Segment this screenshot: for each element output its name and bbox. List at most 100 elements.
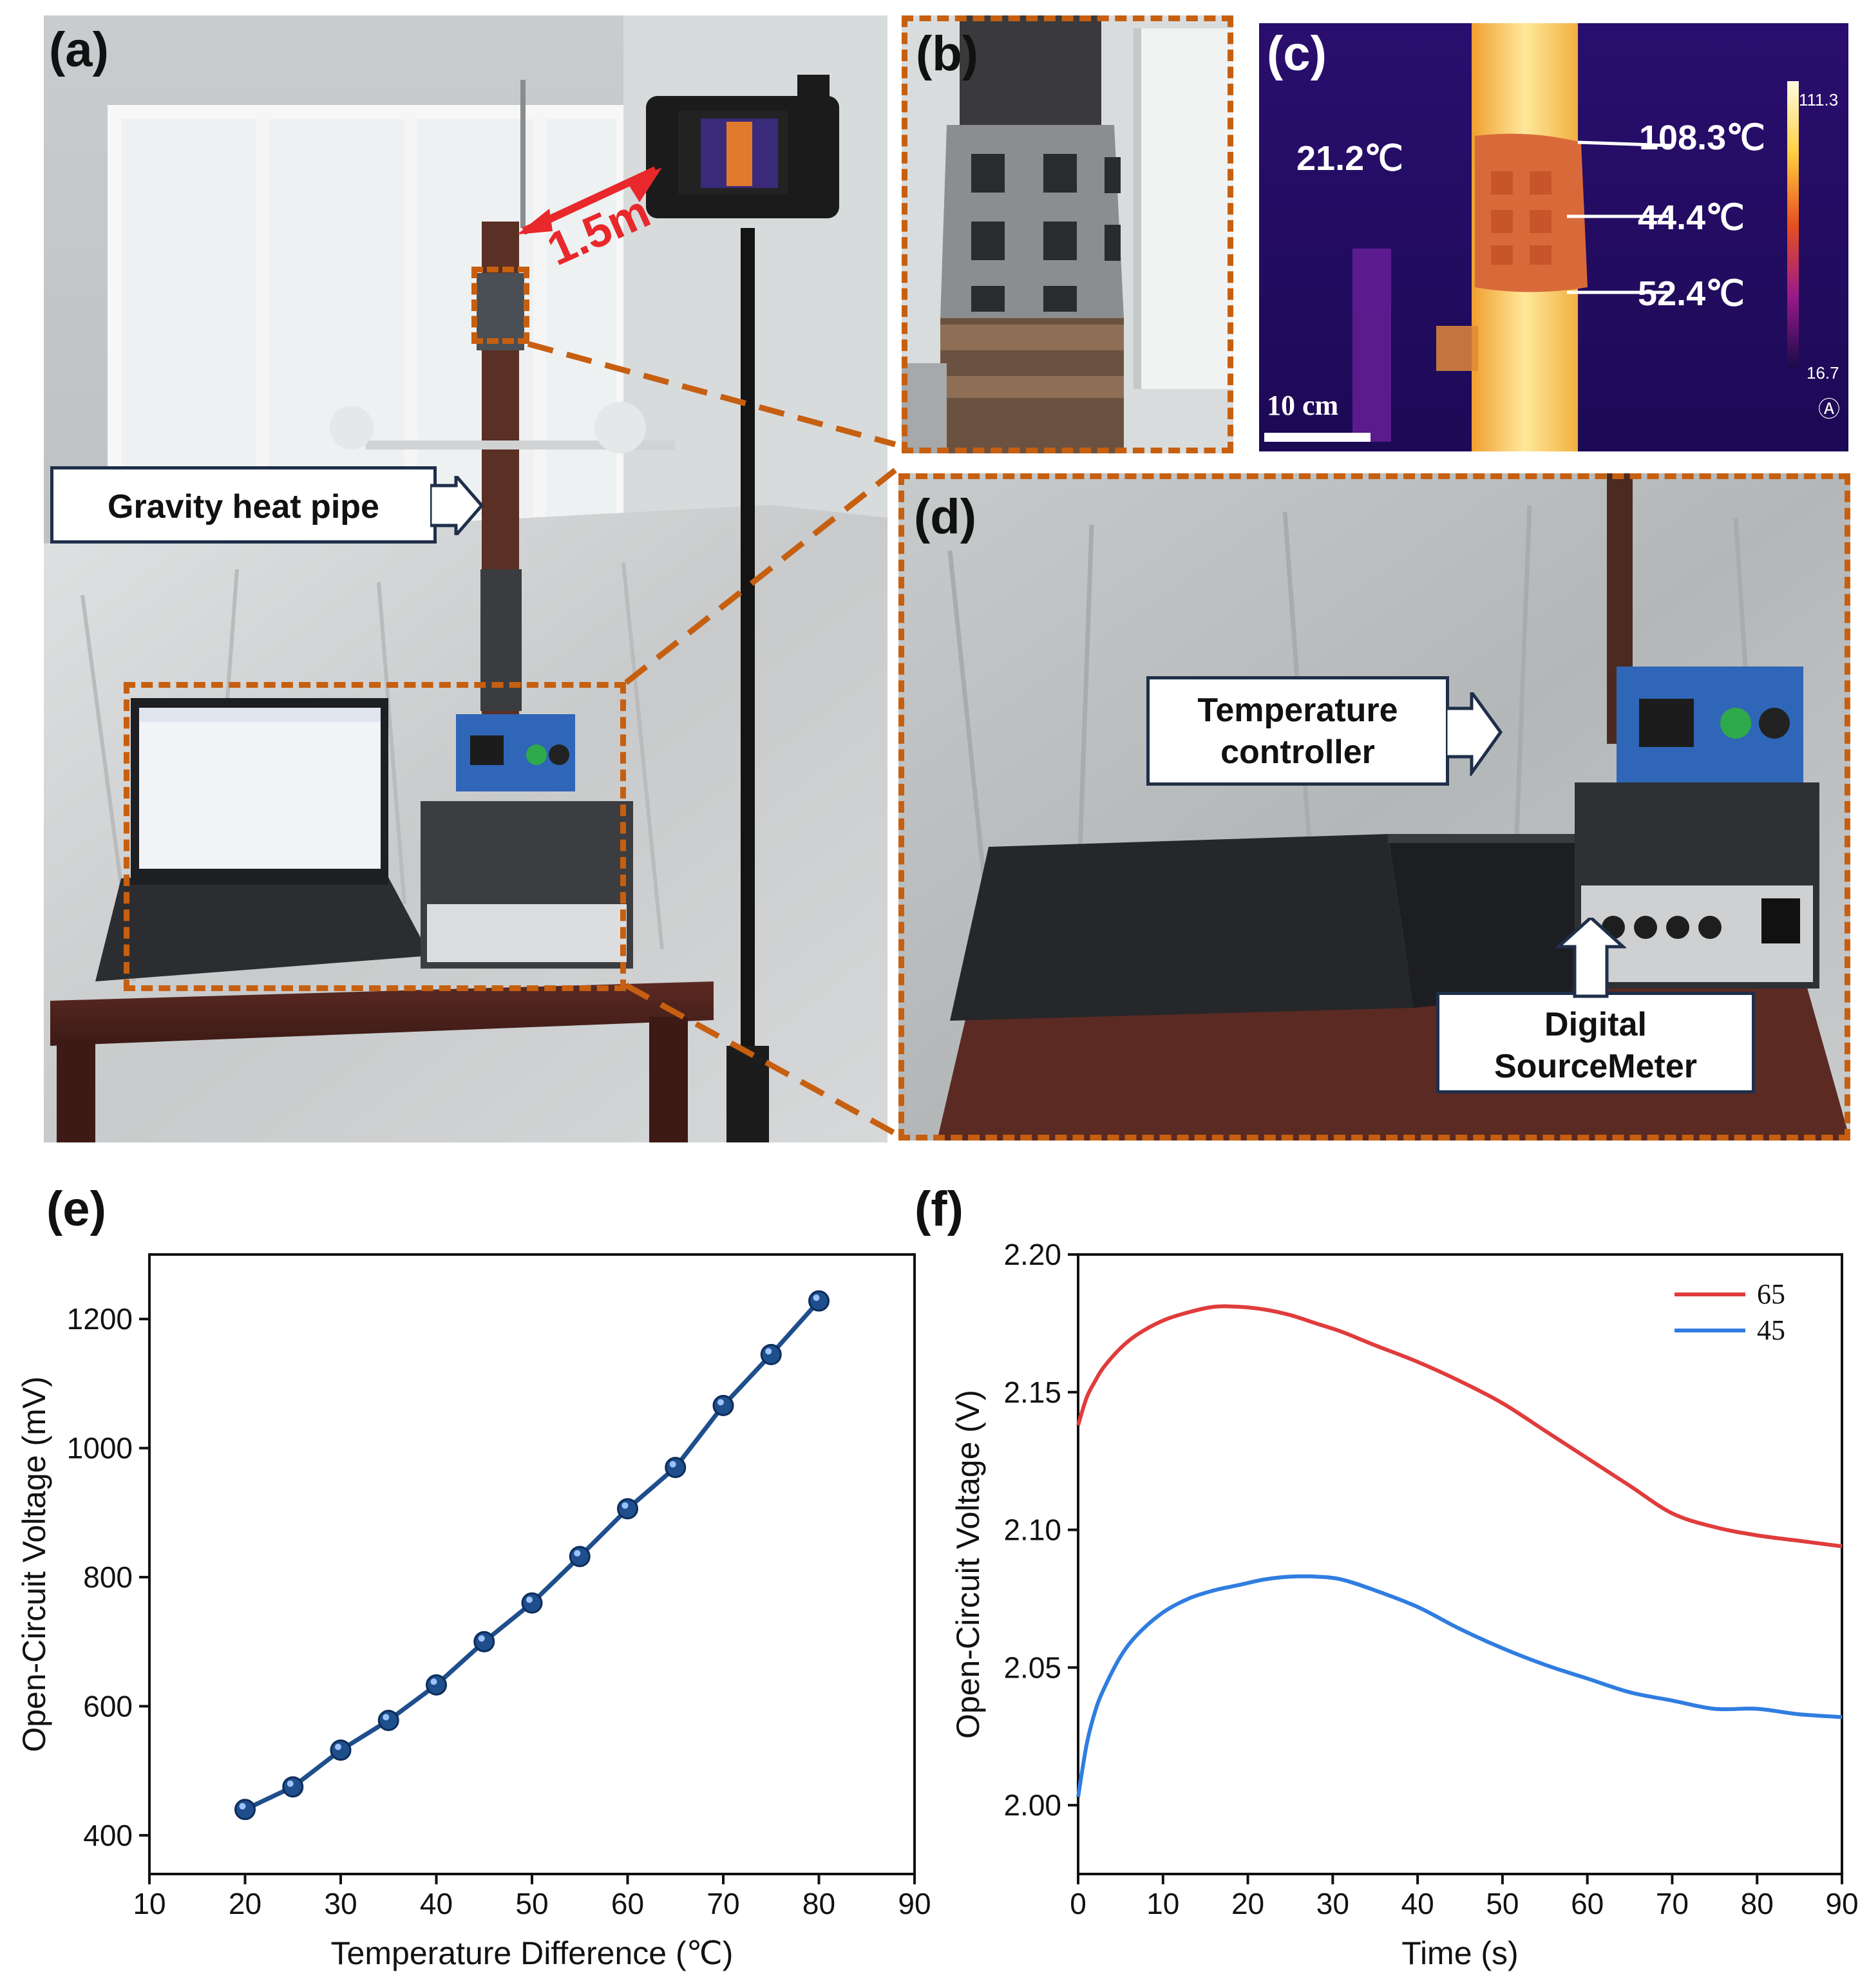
data-point-highlight <box>239 1803 246 1810</box>
panel-label-a: (a) <box>49 23 109 77</box>
panel-d-frame <box>898 473 1850 1141</box>
data-point <box>808 1290 830 1312</box>
x-axis-label: Temperature Difference (℃) <box>331 1935 734 1971</box>
x-tick-label: 10 <box>1146 1887 1179 1920</box>
x-tick-label: 90 <box>898 1887 931 1920</box>
data-point <box>377 1710 399 1732</box>
color-scale-max-label: 111.3 <box>1799 90 1839 109</box>
data-point-highlight <box>765 1348 772 1355</box>
x-tick-label: 90 <box>1825 1887 1858 1920</box>
x-tick-label: 20 <box>1231 1887 1264 1920</box>
x-tick-label: 60 <box>611 1887 644 1920</box>
heat-pipe-zoom-box <box>471 267 529 344</box>
data-point <box>617 1498 638 1520</box>
sourcemeter-arrow-icon <box>1555 918 1626 998</box>
data-point-highlight <box>574 1549 581 1557</box>
scale-bar-label: 10 cm <box>1267 390 1339 421</box>
auto-mode-icon: Ⓐ <box>1818 397 1840 422</box>
plot-frame <box>1077 1253 1843 1875</box>
data-point <box>665 1457 687 1479</box>
temperature-controller-arrow-icon <box>1446 692 1503 776</box>
data-point <box>330 1739 352 1761</box>
y-axis-label: Open-Circuit Voltage (mV) <box>16 1376 52 1752</box>
data-point-highlight <box>813 1294 820 1302</box>
data-point-highlight <box>526 1596 533 1604</box>
chart-e: 10 20 30 40 50 60 70 80 90 400 600 800 1000 1200 Tempe… <box>16 1253 931 1971</box>
data-point <box>760 1343 782 1365</box>
temperature-controller-label-line2: controller <box>1220 734 1375 771</box>
sourcemeter-label-line2: SourceMeter <box>1494 1048 1697 1085</box>
data-point-highlight <box>430 1678 437 1685</box>
panel-b-scene <box>902 15 1233 453</box>
gravity-heat-pipe-label: Gravity heat pipe <box>108 488 379 525</box>
y-tick-label: 800 <box>83 1560 133 1594</box>
pipe-top-temperature-label: 108.3℃ <box>1639 118 1765 157</box>
x-tick-label: 10 <box>133 1887 166 1920</box>
y-axis-label: Open-Circuit Voltage (V) <box>950 1390 986 1739</box>
panel-c-thermal-image: (c) 21.2℃ 108.3℃ 44.4℃ 52.4℃ 111.3 16.7 … <box>1259 23 1848 451</box>
distance-arrow <box>517 166 662 235</box>
x-tick-label: 70 <box>1656 1887 1689 1920</box>
x-tick-label: 40 <box>420 1887 453 1920</box>
y-tick-label: 1200 <box>67 1302 133 1336</box>
y-tick-label: 1000 <box>67 1432 133 1465</box>
legend-label-65: 65 <box>1757 1278 1785 1310</box>
pipe-mid-temperature-label: 44.4℃ <box>1638 198 1745 237</box>
panel-label-d: (d) <box>914 489 977 544</box>
data-point-highlight <box>383 1714 390 1721</box>
x-axis-label: Time (s) <box>1401 1935 1518 1971</box>
series-line-65 <box>1076 1304 1843 1549</box>
data-point <box>521 1592 543 1614</box>
legend-label-45: 45 <box>1757 1314 1785 1346</box>
panel-d-photo: (d) Temperature controller Digital Sourc… <box>898 473 1850 1141</box>
data-point-highlight <box>717 1399 724 1406</box>
x-tick-label: 0 <box>1070 1887 1086 1920</box>
series-line-1 <box>244 1299 821 1812</box>
sourcemeter-callout: Digital SourceMeter <box>1436 992 1755 1093</box>
x-tick-label: 30 <box>324 1887 357 1920</box>
panel-label-e: (e) <box>46 1182 106 1236</box>
color-scale-min-label: 16.7 <box>1807 363 1839 383</box>
series-line-45 <box>1076 1574 1843 1797</box>
data-point-highlight <box>669 1461 676 1468</box>
panel-label-f: (f) <box>915 1182 963 1236</box>
data-point-highlight <box>287 1780 294 1787</box>
ambient-temperature-label: 21.2℃ <box>1296 139 1403 178</box>
sourcemeter-label-line1: Digital <box>1544 1006 1647 1043</box>
panel-b-photo: (b) <box>902 15 1233 453</box>
data-point-highlight <box>335 1743 341 1750</box>
data-point <box>473 1631 495 1652</box>
x-tick-label: 20 <box>229 1887 261 1920</box>
data-point-highlight <box>478 1635 485 1642</box>
temperature-controller-label-line1: Temperature <box>1197 692 1398 729</box>
x-tick-label: 80 <box>802 1887 835 1920</box>
x-tick-label: 80 <box>1741 1887 1774 1920</box>
y-tick-label: 2.00 <box>1003 1788 1061 1822</box>
data-point <box>569 1546 591 1567</box>
y-tick-label: 2.05 <box>1003 1651 1061 1684</box>
data-point-highlight <box>621 1502 629 1509</box>
x-tick-label: 50 <box>1486 1887 1519 1920</box>
y-tick-label: 400 <box>83 1819 133 1852</box>
x-tick-label: 50 <box>515 1887 548 1920</box>
zoom-connectors <box>527 341 897 1136</box>
x-tick-label: 40 <box>1401 1887 1434 1920</box>
chart-f: 0 10 20 30 40 50 60 70 80 90 2.00 2.05 2.10 2.15 2.20 T… <box>950 1238 1859 1971</box>
panel-b-frame <box>902 15 1233 453</box>
x-tick-label: 70 <box>707 1887 739 1920</box>
pipe-bottom-temperature-label: 52.4℃ <box>1638 274 1745 313</box>
data-point <box>282 1776 304 1798</box>
instrument-zoom-box <box>124 682 626 991</box>
thermal-scene <box>1259 23 1848 451</box>
data-point <box>712 1394 734 1416</box>
panel-label-b: (b) <box>916 26 979 81</box>
data-point <box>234 1799 256 1821</box>
temperature-controller-callout: Temperature controller <box>1146 676 1449 786</box>
x-tick-label: 30 <box>1316 1887 1349 1920</box>
x-tick-label: 60 <box>1571 1887 1604 1920</box>
y-tick-label: 2.15 <box>1003 1376 1061 1409</box>
callout-arrow-icon <box>430 476 484 535</box>
gravity-heat-pipe-callout: Gravity heat pipe <box>50 466 437 544</box>
panel-label-c: (c) <box>1267 26 1327 81</box>
plot-frame <box>148 1253 916 1875</box>
